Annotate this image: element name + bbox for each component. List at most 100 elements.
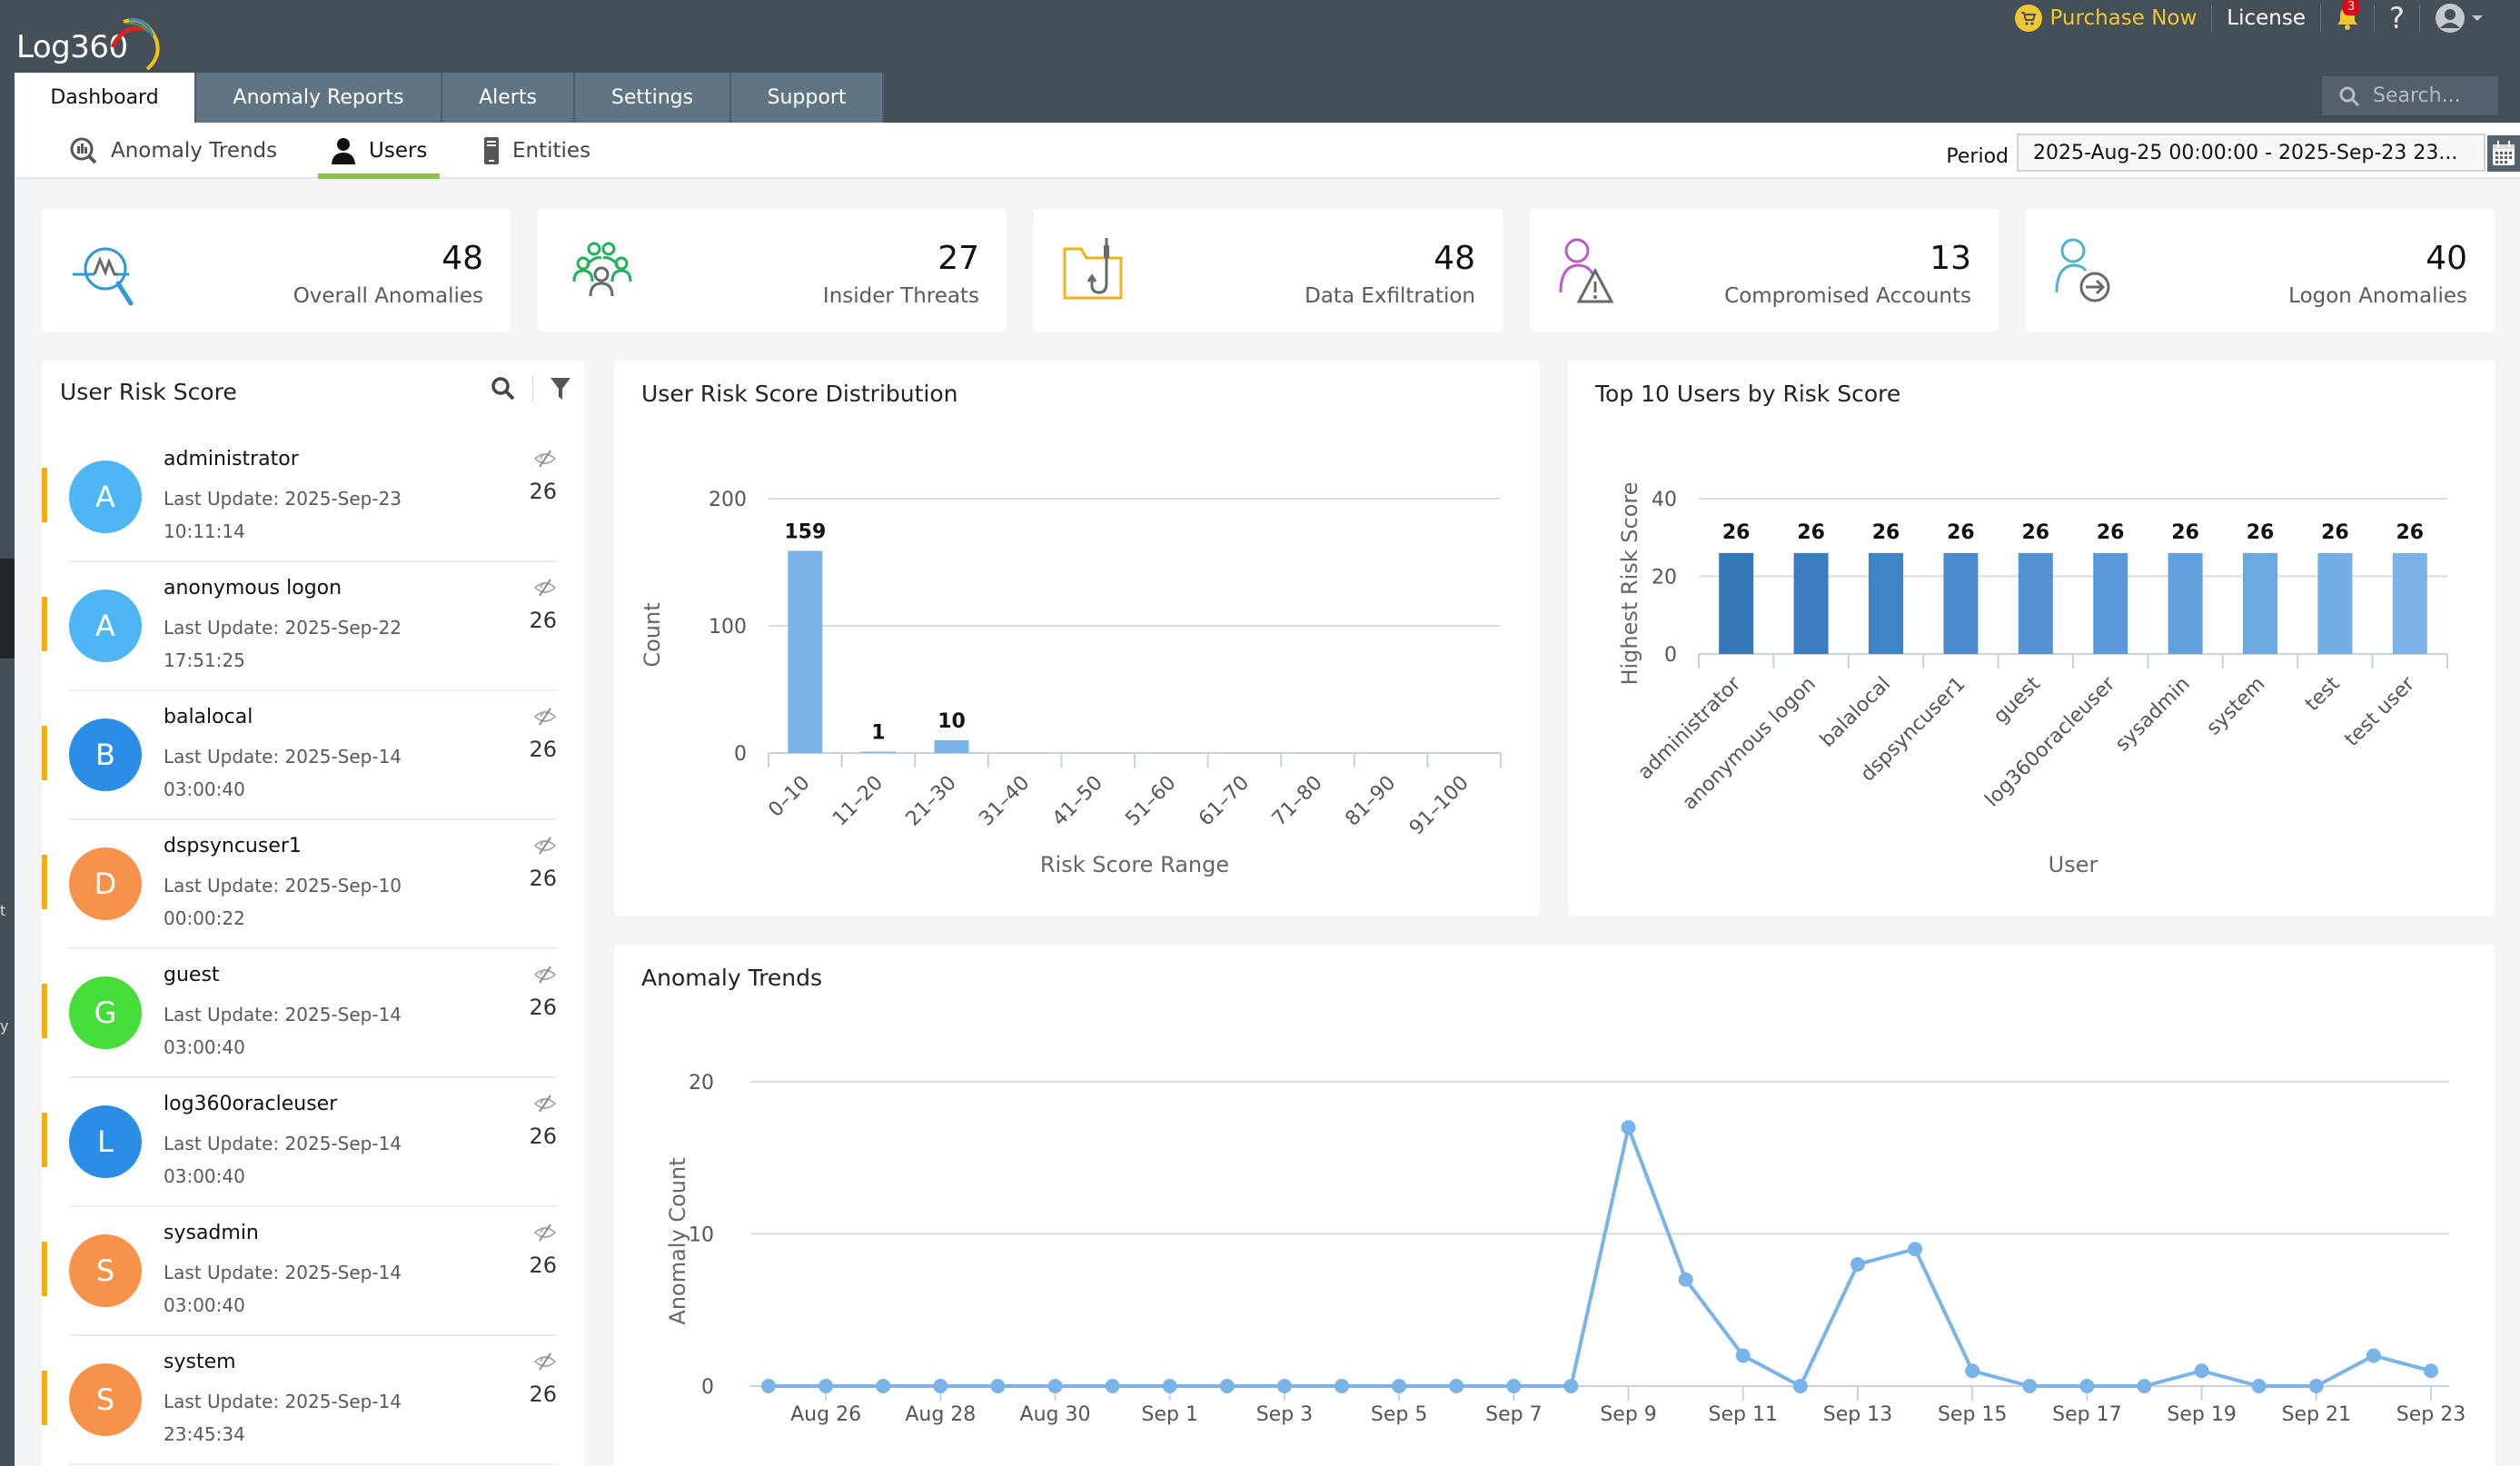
data-label: 26: [2021, 521, 2049, 544]
divider: [2320, 5, 2322, 32]
tab-alerts[interactable]: Alerts: [442, 73, 575, 123]
top-header: Log360 Purchase Now License 3 ?: [0, 0, 2520, 123]
data-point: [990, 1379, 1006, 1393]
subtab-entities[interactable]: Entities: [483, 123, 590, 179]
bar: [2392, 552, 2427, 654]
left-sidebar-collapsed[interactable]: t y: [0, 123, 15, 1466]
tab-settings[interactable]: Settings: [575, 73, 731, 123]
last-update-date: Last Update: 2025-Sep-14: [164, 1391, 402, 1412]
x-tick-label: test: [2301, 672, 2345, 716]
period-date-range-input[interactable]: 2025-Aug-25 00:00:00 - 2025-Sep-23 23...: [2017, 134, 2485, 172]
user-name[interactable]: sysadmin: [164, 1222, 259, 1244]
data-point: [1334, 1379, 1350, 1393]
card-label: Compromised Accounts: [1724, 284, 1971, 308]
user-last-update: Last Update: 2025-Sep-14 03:00:40: [164, 1256, 402, 1322]
last-update-date: Last Update: 2025-Sep-14: [164, 1133, 402, 1154]
help-button[interactable]: ?: [2389, 1, 2405, 35]
bar: [2243, 552, 2277, 654]
card-insider-threats[interactable]: 27 Insider Threats: [538, 209, 1007, 332]
data-label: 159: [784, 520, 826, 543]
card-compromised-accounts[interactable]: 13 Compromised Accounts: [1530, 209, 1999, 332]
risk-indicator-bar: [42, 597, 47, 651]
eye-slash-icon[interactable]: [533, 1352, 557, 1371]
last-update-date: Last Update: 2025-Sep-10: [164, 875, 402, 896]
row-divider: [69, 818, 557, 820]
data-label: 26: [2247, 521, 2275, 544]
user-name[interactable]: anonymous logon: [164, 577, 342, 599]
row-divider: [69, 1334, 557, 1336]
user-last-update: Last Update: 2025-Sep-14 03:00:40: [164, 740, 402, 806]
search-icon[interactable]: [491, 376, 516, 401]
eye-slash-icon[interactable]: [533, 966, 557, 984]
license-link[interactable]: License: [2227, 6, 2307, 30]
eye-slash-icon[interactable]: [533, 708, 557, 726]
x-tick-label: 71–80: [1268, 772, 1327, 831]
subtab-label: Anomaly Trends: [111, 139, 278, 163]
divider: [2374, 5, 2376, 32]
eye-slash-icon[interactable]: [533, 1095, 557, 1113]
x-tick-label: anonymous logon: [1679, 673, 1821, 815]
subtab-users[interactable]: Users: [317, 123, 441, 179]
user-name[interactable]: log360oracleuser: [164, 1093, 338, 1115]
eye-slash-icon[interactable]: [533, 579, 557, 597]
eye-slash-icon[interactable]: [533, 837, 557, 855]
y-tick-label: 200: [709, 489, 747, 511]
x-tick-label: 0–10: [764, 772, 814, 822]
last-update-date: Last Update: 2025-Sep-14: [164, 746, 402, 768]
notifications-button[interactable]: 3: [2321, 0, 2374, 32]
user-avatar: S: [69, 1363, 142, 1436]
x-tick-label: Aug 28: [905, 1403, 976, 1426]
user-risk-score: 26: [529, 866, 557, 891]
data-point: [1276, 1379, 1292, 1393]
y-tick-label: 20: [689, 1072, 714, 1095]
global-search-input[interactable]: Search...: [2322, 76, 2498, 115]
x-tick-label: 11–20: [828, 772, 888, 831]
subtab-anomaly-trends[interactable]: Anomaly Trends: [69, 123, 277, 179]
user-name[interactable]: administrator: [164, 448, 299, 471]
data-point: [1506, 1379, 1522, 1393]
calendar-icon: [2493, 141, 2515, 165]
filter-icon[interactable]: [550, 376, 571, 401]
row-divider: [69, 947, 557, 949]
divider: [532, 375, 533, 402]
calendar-button[interactable]: [2487, 135, 2520, 172]
card-value: 27: [938, 240, 979, 277]
data-point: [876, 1379, 891, 1393]
data-point: [2366, 1348, 2381, 1363]
data-point: [1449, 1379, 1464, 1393]
y-tick-label: 10: [689, 1224, 714, 1247]
x-tick-label: guest: [1989, 672, 2045, 728]
x-tick-label: Sep 11: [1709, 1403, 1778, 1426]
tab-anomaly-reports[interactable]: Anomaly Reports: [196, 73, 442, 123]
user-name[interactable]: system: [164, 1351, 236, 1373]
risk-indicator-bar: [42, 1113, 47, 1167]
card-overall-anomalies[interactable]: 48 Overall Anomalies: [42, 209, 511, 332]
card-data-exfiltration[interactable]: 48 Data Exfiltration: [1034, 209, 1503, 332]
bar: [1793, 552, 1829, 654]
data-point: [1392, 1379, 1407, 1393]
user-name[interactable]: dspsyncuser1: [164, 835, 302, 857]
tab-dashboard[interactable]: Dashboard: [15, 73, 196, 123]
last-update-time: 03:00:40: [164, 778, 245, 800]
eye-slash-icon[interactable]: [533, 450, 557, 468]
user-name[interactable]: guest: [164, 964, 220, 986]
x-tick-label: Aug 26: [790, 1403, 861, 1426]
data-label: 1: [871, 722, 885, 745]
purchase-now-link[interactable]: Purchase Now: [2000, 5, 2211, 32]
user-name[interactable]: balalocal: [164, 706, 253, 728]
tab-support[interactable]: Support: [731, 73, 884, 123]
last-update-date: Last Update: 2025-Sep-14: [164, 1004, 402, 1025]
eye-slash-icon[interactable]: [533, 1223, 557, 1242]
user-menu-button[interactable]: [2420, 4, 2498, 33]
anomaly-trends-chart: 0 10 20 Aug 26 Aug 28 Aug 30 Sep 1 Sep 3 Sep 5 Se…: [665, 1072, 2465, 1426]
card-logon-anomalies[interactable]: 40 Logon Anomalies: [2026, 209, 2495, 332]
sidebar-active-item[interactable]: [0, 559, 15, 659]
